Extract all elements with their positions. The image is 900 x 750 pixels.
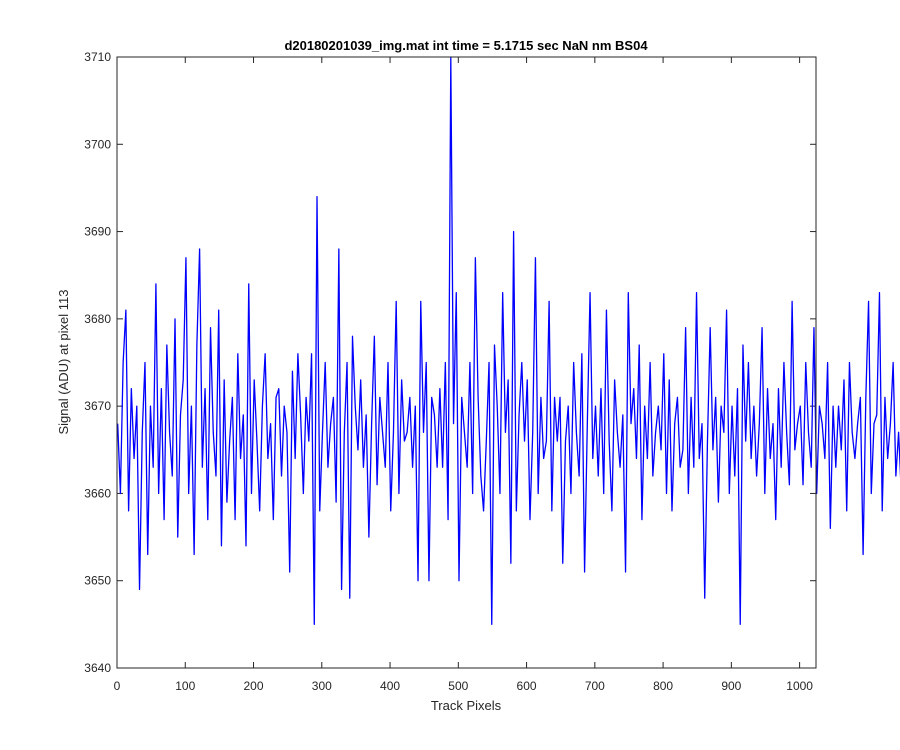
series-line bbox=[117, 56, 900, 626]
x-axis-ticks: 0 100 200 300 400 500 600 700 800 900 1000 bbox=[114, 57, 813, 693]
x-axis-label: Track Pixels bbox=[431, 698, 502, 713]
y-tick-label: 3640 bbox=[84, 661, 111, 675]
x-tick-label: 900 bbox=[721, 679, 741, 693]
x-tick-label: 400 bbox=[380, 679, 400, 693]
x-tick-label: 0 bbox=[114, 679, 121, 693]
axes-background bbox=[117, 57, 816, 668]
y-tick-label: 3670 bbox=[84, 399, 111, 413]
y-axis-label: Signal (ADU) at pixel 113 bbox=[56, 290, 71, 435]
y-tick-label: 3660 bbox=[84, 486, 111, 500]
y-tick-label: 3680 bbox=[84, 312, 111, 326]
x-tick-label: 1000 bbox=[786, 679, 813, 693]
x-tick-label: 300 bbox=[312, 679, 332, 693]
x-tick-label: 200 bbox=[244, 679, 264, 693]
y-axis-ticks: 3640 3650 3660 3670 3680 3690 3700 3710 bbox=[84, 50, 816, 675]
x-tick-label: 500 bbox=[448, 679, 468, 693]
x-tick-label: 600 bbox=[517, 679, 537, 693]
y-tick-label: 3710 bbox=[84, 50, 111, 64]
axes-box bbox=[116, 56, 817, 669]
x-tick-label: 100 bbox=[175, 679, 195, 693]
chart-title: d20180201039_img.mat int time = 5.1715 s… bbox=[284, 38, 648, 53]
y-tick-label: 3650 bbox=[84, 574, 111, 588]
x-tick-label: 800 bbox=[653, 679, 673, 693]
y-tick-label: 3700 bbox=[84, 137, 111, 151]
x-tick-label: 700 bbox=[585, 679, 605, 693]
y-tick-label: 3690 bbox=[84, 225, 111, 239]
